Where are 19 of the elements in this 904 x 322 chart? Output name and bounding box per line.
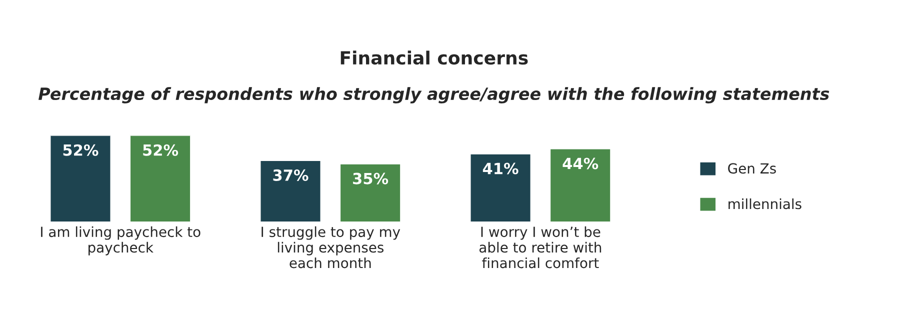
x-tick-label: I am living paycheck to paycheck [41, 226, 200, 256]
bar [339, 162, 402, 222]
legend-label: millennials [728, 198, 802, 210]
chart-title: Financial concerns [340, 50, 528, 65]
legend-label: Gen Zs [728, 163, 776, 174]
bar [49, 135, 112, 222]
data-label: 35% [353, 172, 388, 184]
data-label: 52% [63, 144, 98, 156]
data-label: 44% [562, 158, 598, 170]
x-tick-label: I worry I won’t be able to retire with financial comfort [479, 226, 602, 268]
bar [259, 160, 322, 222]
data-label: 37% [273, 169, 308, 181]
data-label: 52% [143, 144, 178, 156]
x-tick-label: I struggle to pay my living expenses each month [262, 226, 400, 268]
bar [549, 148, 612, 222]
chart-subtitle: Percentage of respondents who strongly agree/agree with the following statements [38, 87, 830, 104]
bar [469, 152, 532, 222]
bar [129, 135, 192, 222]
data-label: 41% [482, 162, 518, 174]
